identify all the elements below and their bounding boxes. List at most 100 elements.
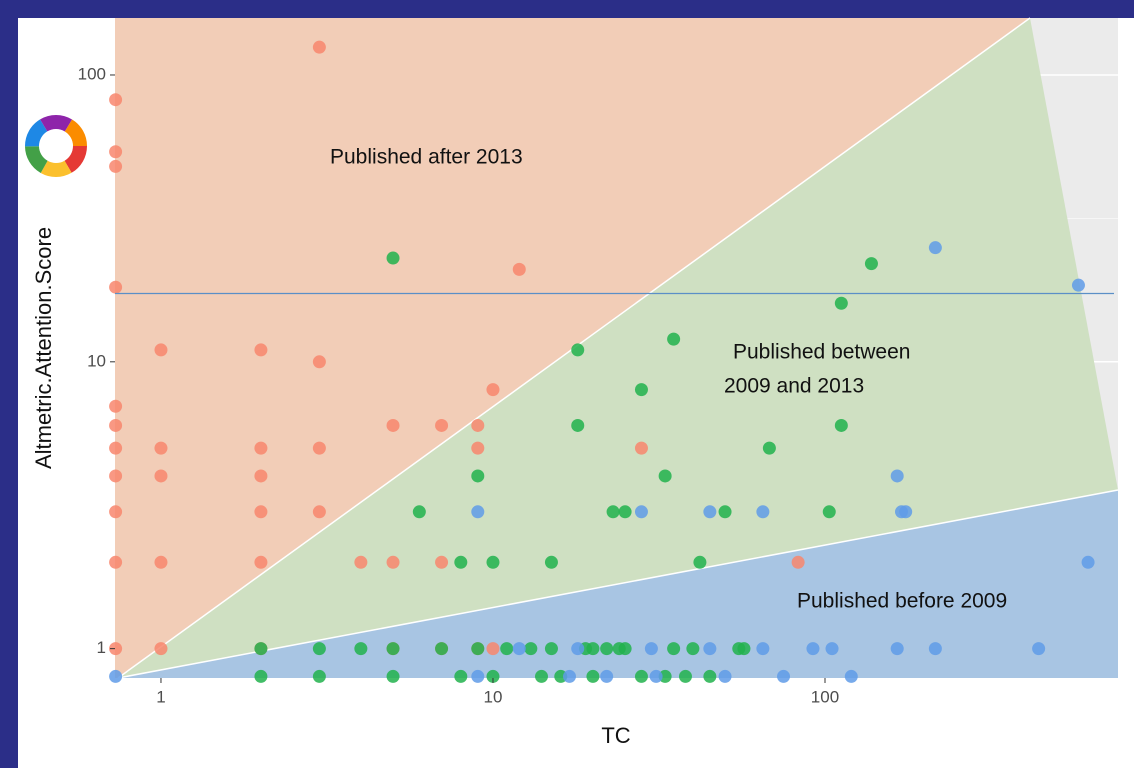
y-tick-label: 1: [97, 638, 106, 657]
annotation: Published after 2013: [330, 146, 523, 169]
point: [658, 469, 672, 483]
point: [600, 669, 614, 683]
point: [1081, 555, 1095, 569]
point: [254, 669, 268, 683]
point: [822, 505, 836, 519]
point: [890, 469, 904, 483]
point: [354, 642, 368, 656]
point: [471, 418, 485, 432]
point: [834, 296, 848, 310]
point: [644, 642, 658, 656]
altmetric-icon: [25, 115, 87, 177]
point: [109, 642, 123, 656]
point: [312, 505, 326, 519]
point: [454, 555, 468, 569]
annotation: Published between: [733, 341, 910, 364]
point: [928, 642, 942, 656]
point: [454, 669, 468, 683]
point: [486, 555, 500, 569]
point: [586, 669, 600, 683]
point: [471, 441, 485, 455]
point: [109, 418, 123, 432]
point: [718, 669, 732, 683]
point: [386, 669, 400, 683]
point: [667, 332, 681, 346]
point: [524, 642, 538, 656]
point: [890, 642, 904, 656]
point: [500, 642, 514, 656]
point: [634, 441, 648, 455]
marks: [109, 40, 1095, 683]
point: [634, 505, 648, 519]
point: [634, 669, 648, 683]
point: [618, 505, 632, 519]
point: [254, 441, 268, 455]
point: [471, 642, 485, 656]
point: [109, 441, 123, 455]
point: [109, 145, 123, 159]
point: [658, 669, 672, 683]
point: [618, 642, 632, 656]
point: [435, 418, 449, 432]
point: [534, 669, 548, 683]
point: [544, 555, 558, 569]
point: [703, 642, 717, 656]
icon-ring: [25, 115, 87, 177]
point: [109, 280, 123, 294]
point: [678, 669, 692, 683]
point: [756, 505, 770, 519]
icon-ring: [25, 115, 87, 177]
point: [154, 642, 168, 656]
point: [471, 669, 485, 683]
point: [386, 555, 400, 569]
point: [718, 505, 732, 519]
point: [254, 505, 268, 519]
point: [777, 669, 791, 683]
point: [471, 505, 485, 519]
icon-ring: [25, 115, 87, 177]
point: [386, 418, 400, 432]
point: [109, 555, 123, 569]
point: [928, 241, 942, 255]
point: [412, 505, 426, 519]
point: [486, 669, 500, 683]
point: [562, 669, 576, 683]
point: [109, 669, 123, 683]
point: [737, 642, 751, 656]
point: [571, 642, 585, 656]
point: [791, 555, 805, 569]
point: [386, 251, 400, 265]
icon-ring: [25, 115, 87, 177]
point: [254, 642, 268, 656]
x-axis-title: TC: [601, 723, 630, 748]
point: [634, 383, 648, 397]
point: [600, 642, 614, 656]
point: [649, 669, 663, 683]
point: [512, 642, 526, 656]
point: [571, 418, 585, 432]
point: [109, 159, 123, 173]
point: [254, 555, 268, 569]
point: [834, 418, 848, 432]
point: [756, 642, 770, 656]
point: [825, 642, 839, 656]
point: [606, 505, 620, 519]
x-tick-label: 1: [156, 687, 165, 706]
boundary: [117, 489, 1119, 679]
point: [154, 555, 168, 569]
point: [312, 40, 326, 54]
point: [154, 441, 168, 455]
point: [512, 262, 526, 276]
point: [703, 669, 717, 683]
annotation: 2009 and 2013: [724, 375, 864, 398]
y-tick-label: 10: [87, 351, 106, 370]
point: [312, 355, 326, 369]
point: [109, 505, 123, 519]
point: [686, 642, 700, 656]
point: [486, 383, 500, 397]
point: [806, 642, 820, 656]
region-2009-2013: [118, 18, 1118, 678]
y-axis-title: Altmetric.Attention.Score: [31, 227, 56, 469]
point: [435, 555, 449, 569]
